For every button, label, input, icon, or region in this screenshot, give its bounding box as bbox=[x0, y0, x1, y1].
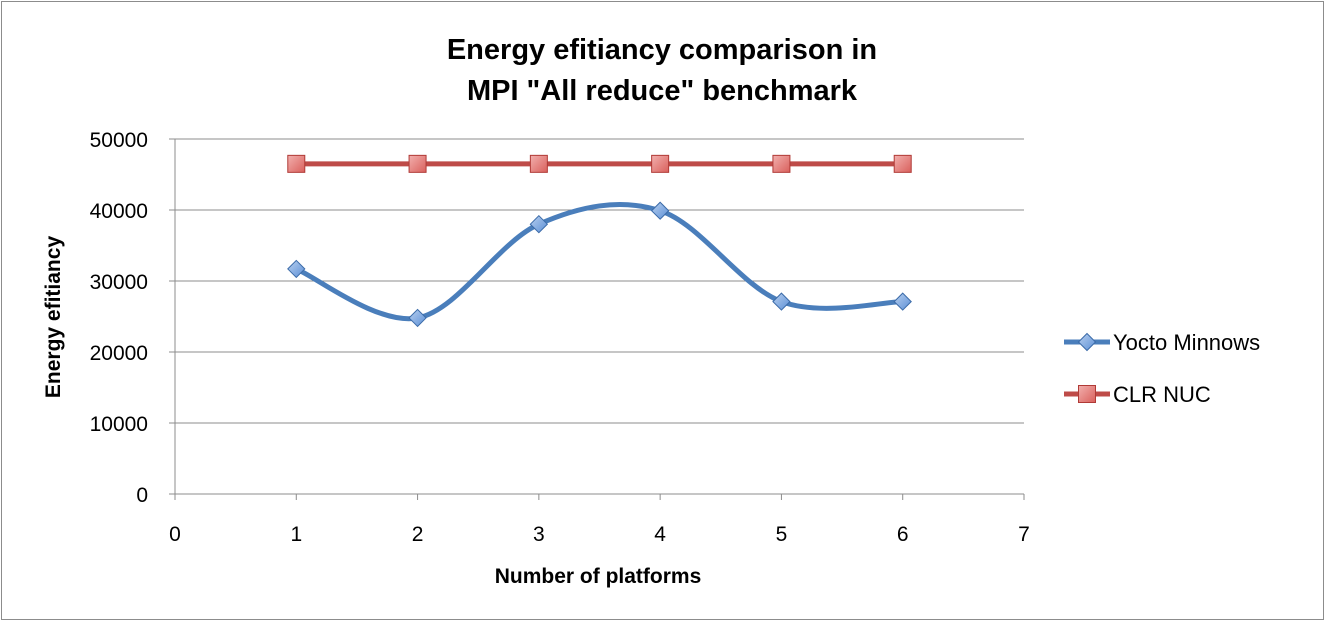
legend-marker-1 bbox=[1078, 385, 1096, 403]
series-0-point-0 bbox=[287, 259, 306, 279]
x-tick-label-4: 4 bbox=[654, 523, 666, 546]
series-0-point-3 bbox=[650, 201, 670, 220]
y-tick-label-5: 50000 bbox=[90, 129, 148, 152]
y-tick-label-0: 0 bbox=[136, 484, 148, 507]
gridlines bbox=[175, 138, 1024, 424]
series-0-point-2 bbox=[529, 214, 549, 234]
x-tick-label-6: 6 bbox=[897, 523, 909, 546]
x-axis-title: Number of platforms bbox=[495, 565, 702, 588]
series-1-point-0 bbox=[287, 154, 306, 173]
series-1-point-1 bbox=[408, 154, 427, 173]
axes bbox=[169, 138, 1025, 500]
x-tick-label-5: 5 bbox=[776, 523, 788, 546]
y-tick-label-1: 10000 bbox=[90, 413, 148, 436]
series-0-point-1 bbox=[408, 308, 427, 328]
legend-label-0: Yocto Minnows bbox=[1113, 330, 1260, 355]
series-0-point-5 bbox=[893, 292, 912, 311]
y-tick-label-4: 40000 bbox=[90, 200, 148, 223]
x-tick-label-1: 1 bbox=[290, 523, 302, 546]
chart-title-line-1: Energy efitiancy comparison in bbox=[447, 34, 877, 66]
x-tick-label-0: 0 bbox=[169, 523, 181, 546]
y-tick-label-3: 30000 bbox=[90, 271, 148, 294]
chart-title-line-2: MPI "All reduce" benchmark bbox=[467, 75, 858, 107]
legend-marker-0 bbox=[1077, 332, 1097, 352]
series-1 bbox=[287, 154, 912, 173]
x-tick-labels: 0 1 2 3 4 5 6 7 bbox=[169, 523, 1030, 546]
series-1-point-4 bbox=[772, 154, 791, 173]
series-1-point-3 bbox=[651, 154, 670, 173]
series-layer bbox=[287, 154, 912, 328]
legend: Yocto Minnows CLR NUC bbox=[1064, 330, 1260, 407]
y-tick-label-2: 20000 bbox=[90, 342, 148, 365]
legend-label-1: CLR NUC bbox=[1113, 382, 1211, 407]
y-axis-title: Energy efitiancy bbox=[42, 236, 65, 399]
series-1-point-5 bbox=[893, 154, 912, 173]
x-tick-label-3: 3 bbox=[533, 523, 545, 546]
series-1-point-2 bbox=[529, 154, 548, 173]
x-tick-label-2: 2 bbox=[412, 523, 424, 546]
x-tick-label-7: 7 bbox=[1018, 523, 1030, 546]
legend-item-1: CLR NUC bbox=[1064, 382, 1211, 407]
series-0-point-4 bbox=[772, 292, 791, 311]
legend-item-0: Yocto Minnows bbox=[1064, 330, 1260, 355]
y-tick-labels: 0 10000 20000 30000 40000 50000 bbox=[90, 129, 148, 507]
series-0 bbox=[287, 201, 912, 328]
series-0-line bbox=[293, 202, 906, 322]
